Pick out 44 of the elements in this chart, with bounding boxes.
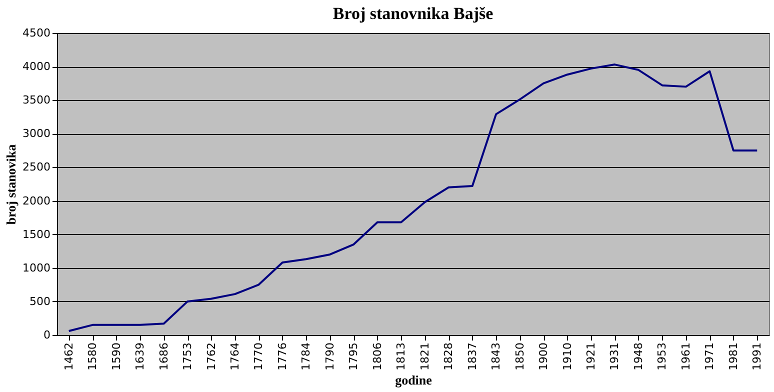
x-tick-label: 1784 [300, 342, 313, 370]
x-axis-title: godine [395, 372, 432, 388]
y-axis-title: broj stanovika [4, 144, 19, 225]
x-tick-label: 1921 [584, 342, 598, 370]
x-tick-label: 1753 [181, 342, 194, 370]
x-tick-label: 1981 [726, 342, 740, 370]
x-tick-label: 1837 [466, 342, 479, 370]
x-tick-label: 1850 [513, 342, 526, 370]
y-tick-label: 3500 [22, 94, 50, 107]
x-tick-label: 1462 [62, 342, 76, 370]
x-tick-label: 1931 [608, 342, 622, 370]
y-tick-label: 4000 [22, 60, 50, 74]
y-tick-label: 2500 [22, 160, 50, 174]
x-tick-label: 1828 [442, 342, 456, 370]
chart-title: Broj stanovnika Bajše [332, 4, 494, 23]
y-tick-label: 1500 [22, 228, 50, 241]
x-tick-label: 1821 [418, 342, 432, 370]
x-tick-label: 1590 [110, 342, 123, 370]
x-tick-label: 1762 [204, 342, 218, 370]
y-tick-label: 500 [30, 294, 50, 308]
x-tick-label: 1790 [323, 342, 336, 370]
x-tick-label: 1770 [252, 342, 266, 370]
x-tick-label: 1991 [750, 342, 764, 370]
x-tick-label: 1639 [134, 342, 147, 370]
x-tick-label: 1686 [157, 342, 170, 370]
x-tick-label: 1813 [394, 342, 408, 370]
x-tick-label: 1961 [679, 342, 692, 370]
x-tick-label: 1764 [228, 342, 242, 370]
x-tick-label: 1580 [86, 342, 100, 370]
x-tick-label: 1948 [632, 342, 645, 370]
line-series [68, 64, 758, 332]
x-tick-label: 1971 [703, 342, 716, 370]
y-tick-label: 3000 [22, 127, 50, 140]
y-tick-label: 4500 [22, 26, 50, 40]
x-tick-label: 1900 [537, 342, 550, 370]
x-tick-label: 1910 [560, 342, 574, 370]
x-tick-label: 1795 [347, 342, 360, 370]
x-tick-label: 1806 [370, 342, 384, 370]
y-tick-label: 2000 [22, 194, 50, 208]
x-tick-label: 1843 [490, 342, 503, 370]
y-tick-label: 1000 [22, 261, 50, 274]
y-tick-label: 0 [44, 328, 50, 342]
x-tick-label: 1776 [276, 342, 289, 370]
x-tick-label: 1953 [656, 342, 669, 370]
